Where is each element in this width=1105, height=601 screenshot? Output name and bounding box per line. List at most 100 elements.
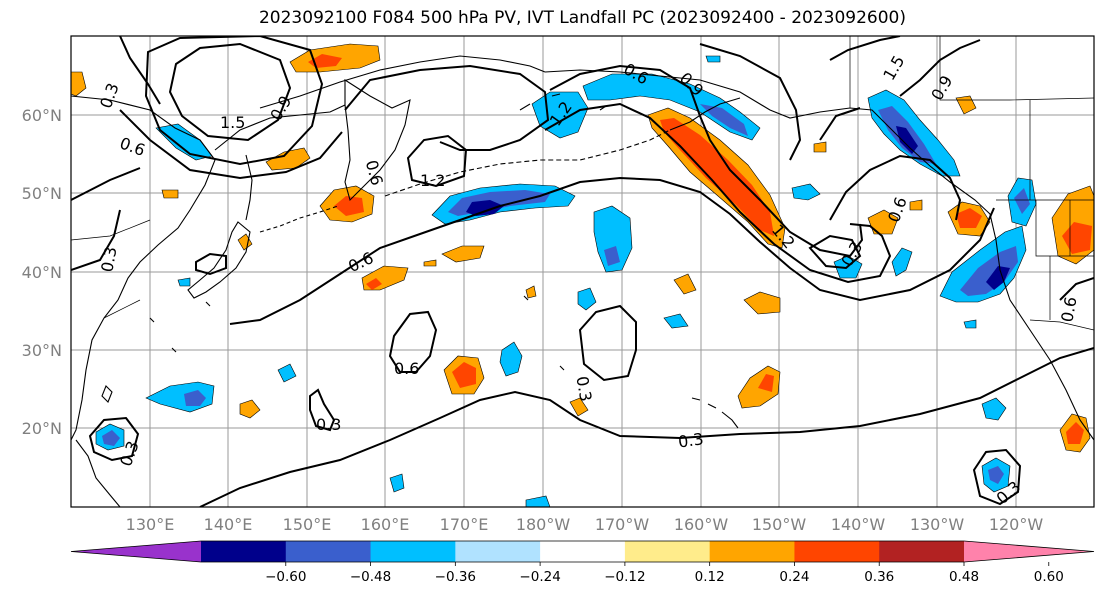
- contour-0.6-ring-gulf: [808, 234, 862, 270]
- borders: [71, 36, 1094, 331]
- coastline-kurils: [259, 205, 339, 233]
- anomaly-small-positive-e: [161, 189, 179, 199]
- contour-0.9-northeast: [829, 36, 981, 97]
- contour-0.6-ring-central: [388, 310, 438, 373]
- anomaly-dateline-positive: [441, 245, 485, 263]
- contour-0.3-ring-scs: [88, 416, 140, 462]
- contour-1.2-bering: [406, 134, 468, 188]
- contour-0.3-ring-hawaii-east: [972, 448, 1022, 506]
- anomaly-gulf-small-positive: [867, 209, 899, 235]
- lat-labels: 60°N 50°N 40°N 30°N 20°N: [22, 106, 62, 438]
- lon-label: 170°W: [595, 515, 650, 534]
- coastline-sakhalin: [245, 154, 253, 221]
- contour-label: 1.5: [220, 113, 245, 132]
- anomaly-pacific-nw-core: [1014, 188, 1030, 214]
- contour-0.6-ring-west: [195, 252, 227, 276]
- anomaly-central-pacific-mid: [604, 246, 620, 266]
- anomaly-hawaii-north-core: [758, 374, 774, 392]
- contour-1.5-gulf: [699, 43, 861, 161]
- contour-label: 0.6: [394, 359, 419, 378]
- contour-0.3-north-asia: [119, 36, 161, 105]
- anomaly-south-china-sea-core: [102, 430, 120, 446]
- anomaly-small-negative-f: [389, 473, 405, 493]
- colorbar-segment: [879, 541, 965, 562]
- anomaly-marcus-positive: [569, 397, 589, 417]
- anomaly-northeast-pacific-negative: [891, 247, 913, 277]
- map-frame: [70, 35, 1095, 508]
- colorbar-tick-label: 0.12: [695, 569, 725, 585]
- lon-label: 170°E: [440, 515, 489, 534]
- contour-0.6-central-band: [229, 176, 995, 325]
- colorbar-tick-label: 0.24: [779, 569, 809, 585]
- anomaly-small-positive-g: [525, 285, 537, 299]
- colorbar-segment: [455, 541, 541, 562]
- anomaly-bc-coast-core: [896, 126, 918, 154]
- map-title: 2023092100 F084 500 hPa PV, IVT Landfall…: [258, 8, 906, 28]
- contour-label: 0.3: [572, 375, 595, 403]
- colorbar-tick-label: −0.12: [604, 569, 645, 585]
- anomaly-small-positive-d: [909, 199, 923, 211]
- anomaly-small-positive-c: [813, 141, 827, 153]
- lon-label: 140°E: [204, 515, 253, 534]
- anomaly-midpacific-positive-b: [673, 273, 697, 295]
- anomaly-midpacific-negative-a: [499, 341, 523, 377]
- lon-label: 120°W: [989, 515, 1044, 534]
- anomaly-alaska-north-mid: [700, 104, 748, 136]
- anomaly-hawaii-east-core: [988, 466, 1004, 484]
- coastline-philippines: [75, 439, 121, 507]
- lon-label: 160°W: [674, 515, 729, 534]
- colorbar-segment: [370, 541, 456, 562]
- coastline-kamchatka: [344, 78, 411, 202]
- anomaly-kurils-core: [366, 278, 382, 290]
- colorbar-tick-label: −0.48: [350, 569, 391, 585]
- anomaly-midpacific-positive-a: [743, 291, 781, 315]
- coastline-okhotsk: [214, 104, 346, 151]
- contour-0.6-okhotsk: [119, 109, 343, 180]
- coastline-japan: [187, 221, 251, 299]
- anomaly-aleutian-west-negative: [705, 55, 721, 63]
- contour-0.6-east-coast: [1059, 277, 1094, 301]
- contour-0.9-alaska-outer: [544, 102, 892, 284]
- anomaly-gulf-negative-small: [791, 183, 821, 201]
- contour-1.2-alaska: [549, 64, 864, 258]
- anomaly-hawaii-negative: [981, 397, 1007, 421]
- colorbar-extend-min: [71, 541, 201, 562]
- contour-label: 0.3: [316, 415, 341, 434]
- colorbar-segment: [624, 541, 711, 562]
- contour-0.9-aleutian-main: [344, 64, 550, 151]
- colorbar-extend-max: [964, 541, 1094, 562]
- anomaly-small-positive-f: [423, 259, 437, 267]
- anomaly-aleutian-core: [466, 200, 504, 216]
- lon-label: 180°W: [516, 515, 571, 534]
- border-asia: [71, 219, 151, 319]
- contour-0.3-ring-central: [578, 304, 637, 382]
- lon-label: 150°W: [752, 515, 807, 534]
- contour-label: 0.6: [1057, 295, 1080, 323]
- anomaly-nevada-core: [1062, 222, 1092, 254]
- colorbar-segment: [201, 541, 287, 562]
- lat-label: 30°N: [22, 341, 62, 360]
- coastline-aleutians: [384, 129, 671, 197]
- coastline-small-islands: [149, 295, 565, 371]
- anomaly-california-core: [986, 266, 1010, 290]
- contour-0.3-northeast: [829, 154, 962, 221]
- anomaly-washington-coast-core: [956, 208, 982, 228]
- colorbar-segment: [709, 541, 795, 562]
- anomaly-japan-sea-positive: [237, 233, 253, 251]
- anomaly-central-pacific-negative: [593, 205, 633, 273]
- contour-0.3-outer-band: [199, 347, 1094, 507]
- colorbar: −0.60 −0.48 −0.36 −0.24 −0.12 0.12 0.24 0.36 0.4…: [70, 540, 1095, 585]
- anomaly-small-negative-h: [963, 319, 977, 329]
- contour-0.6-asia-outer: [71, 167, 141, 271]
- anomaly-japan-positive: [239, 399, 261, 419]
- lon-label: 140°W: [831, 515, 886, 534]
- colorbar-tick-label: 0.48: [949, 569, 979, 585]
- colorbar-segment: [540, 541, 626, 562]
- anomaly-philippine-sea-core: [184, 390, 206, 406]
- coastline-hawaii: [691, 397, 739, 429]
- anomaly-kamchatka-core: [334, 196, 364, 216]
- border-us-mexico: [1029, 319, 1094, 331]
- coastline-taiwan: [101, 385, 113, 403]
- lat-label: 50°N: [22, 184, 62, 203]
